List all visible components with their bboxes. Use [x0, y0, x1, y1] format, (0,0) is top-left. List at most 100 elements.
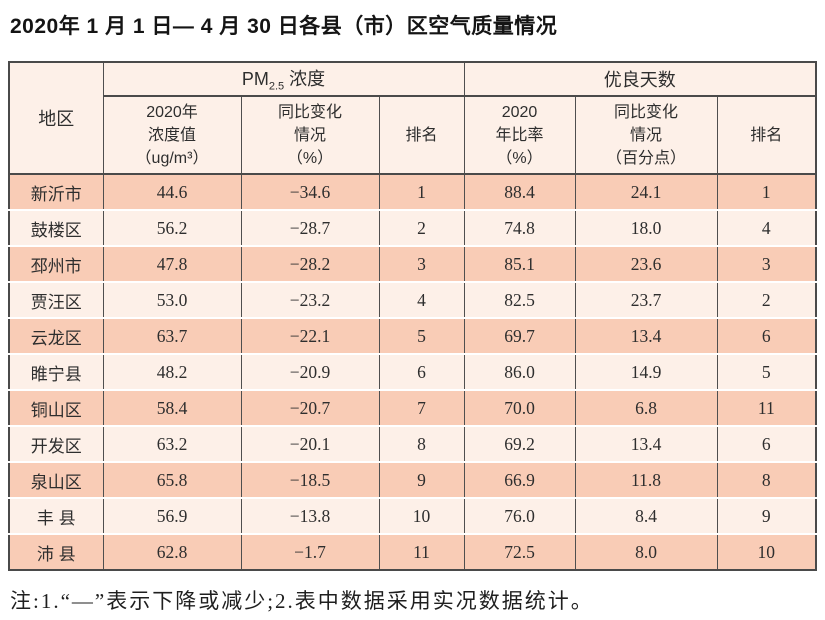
days-rank-cell: 6 [717, 318, 817, 355]
days-ratio-cell: 74.8 [464, 210, 576, 247]
footnote: 注:1.“—”表示下降或减少;2.表中数据采用实况数据统计。 [10, 589, 594, 613]
pm-rank-cell: 11 [379, 534, 465, 570]
page-title: 2020年 1 月 1 日— 4 月 30 日各县（市）区空气质量情况 [10, 15, 558, 38]
pm-change-cell: −13.8 [241, 498, 380, 535]
days-change-cell: 6.8 [575, 390, 718, 427]
table-row: 鼓楼区 56.2 −28.7 2 74.8 18.0 4 [9, 210, 817, 247]
table-row: 邳州市 47.8 −28.2 3 85.1 23.6 3 [9, 246, 817, 283]
pm-change-cell: −34.6 [241, 174, 380, 211]
days-ratio-cell: 82.5 [464, 282, 576, 319]
pm-change-cell: −23.2 [241, 282, 380, 319]
days-change-cell: 8.0 [575, 534, 718, 570]
pm-rank-cell: 9 [379, 462, 465, 499]
header-pm-change: 同比变化 情况 （%） [241, 96, 380, 175]
pm-change-cell: −18.5 [241, 462, 380, 499]
region-cell: 新沂市 [9, 174, 104, 211]
days-rank-cell: 10 [717, 534, 817, 570]
table-row: 开发区 63.2 −20.1 8 69.2 13.4 6 [9, 426, 817, 463]
days-change-cell: 11.8 [575, 462, 718, 499]
pm-value-cell: 58.4 [103, 390, 242, 427]
header-pm-value: 2020年 浓度值 （ug/m³） [103, 96, 242, 175]
pm-value-cell: 63.7 [103, 318, 242, 355]
table-row: 泉山区 65.8 −18.5 9 66.9 11.8 8 [9, 462, 817, 499]
pm-rank-cell: 8 [379, 426, 465, 463]
pm25-subscript: 2.5 [268, 80, 285, 93]
days-change-cell: 18.0 [575, 210, 718, 247]
days-rank-cell: 3 [717, 246, 817, 283]
header-days-ratio: 2020 年比率 （%） [464, 96, 576, 175]
region-cell: 沛 县 [9, 534, 104, 570]
pm-value-cell: 62.8 [103, 534, 242, 570]
days-ratio-cell: 86.0 [464, 354, 576, 391]
days-change-cell: 23.6 [575, 246, 718, 283]
table-row: 贾汪区 53.0 −23.2 4 82.5 23.7 2 [9, 282, 817, 319]
pm-rank-cell: 5 [379, 318, 465, 355]
table-row: 铜山区 58.4 −20.7 7 70.0 6.8 11 [9, 390, 817, 427]
region-cell: 泉山区 [9, 462, 104, 499]
region-cell: 邳州市 [9, 246, 104, 283]
days-rank-cell: 11 [717, 390, 817, 427]
pm-rank-cell: 2 [379, 210, 465, 247]
days-change-cell: 24.1 [575, 174, 718, 211]
table-row: 丰 县 56.9 −13.8 10 76.0 8.4 9 [9, 498, 817, 535]
pm25-prefix: PM [241, 69, 269, 90]
pm-change-cell: −20.1 [241, 426, 380, 463]
pm-value-cell: 63.2 [103, 426, 242, 463]
pm-value-cell: 48.2 [103, 354, 242, 391]
days-change-cell: 13.4 [575, 318, 718, 355]
table-body: 新沂市 44.6 −34.6 1 88.4 24.1 1 鼓楼区 56.2 −2… [9, 174, 817, 570]
air-quality-table: 地区 PM2.5 浓度 优良天数 2020年 浓度值 （ug/m³） 同比变化 … [8, 61, 818, 571]
pm-rank-cell: 4 [379, 282, 465, 319]
days-ratio-cell: 70.0 [464, 390, 576, 427]
pm-change-cell: −20.7 [241, 390, 380, 427]
header-region: 地区 [9, 62, 104, 175]
days-ratio-cell: 69.7 [464, 318, 576, 355]
days-ratio-cell: 69.2 [464, 426, 576, 463]
days-ratio-cell: 88.4 [464, 174, 576, 211]
pm-value-cell: 65.8 [103, 462, 242, 499]
region-cell: 丰 县 [9, 498, 104, 535]
table-row: 沛 县 62.8 −1.7 11 72.5 8.0 10 [9, 534, 817, 570]
days-ratio-cell: 85.1 [464, 246, 576, 283]
days-ratio-cell: 76.0 [464, 498, 576, 535]
days-ratio-cell: 66.9 [464, 462, 576, 499]
header-sub-row: 2020年 浓度值 （ug/m³） 同比变化 情况 （%） 排名 2020 年比… [9, 96, 817, 175]
pm-change-cell: −22.1 [241, 318, 380, 355]
days-ratio-cell: 72.5 [464, 534, 576, 570]
days-rank-cell: 8 [717, 462, 817, 499]
pm-value-cell: 53.0 [103, 282, 242, 319]
days-change-cell: 13.4 [575, 426, 718, 463]
pm-value-cell: 56.2 [103, 210, 242, 247]
region-cell: 鼓楼区 [9, 210, 104, 247]
pm-rank-cell: 6 [379, 354, 465, 391]
region-cell: 开发区 [9, 426, 104, 463]
days-rank-cell: 9 [717, 498, 817, 535]
pm25-suffix: 浓度 [284, 69, 326, 90]
header-group-good-days: 优良天数 [464, 62, 817, 97]
days-change-cell: 8.4 [575, 498, 718, 535]
pm-change-cell: −1.7 [241, 534, 380, 570]
days-change-cell: 14.9 [575, 354, 718, 391]
header-group-row: 地区 PM2.5 浓度 优良天数 [9, 62, 817, 175]
header-group-pm25: PM2.5 浓度 [103, 62, 465, 97]
header-pm-rank: 排名 [379, 96, 465, 175]
table-row: 新沂市 44.6 −34.6 1 88.4 24.1 1 [9, 174, 817, 211]
pm-rank-cell: 7 [379, 390, 465, 427]
days-rank-cell: 6 [717, 426, 817, 463]
pm-change-cell: −28.7 [241, 210, 380, 247]
days-rank-cell: 2 [717, 282, 817, 319]
region-cell: 睢宁县 [9, 354, 104, 391]
pm-change-cell: −28.2 [241, 246, 380, 283]
header-days-rank: 排名 [717, 96, 817, 175]
region-cell: 云龙区 [9, 318, 104, 355]
pm-rank-cell: 1 [379, 174, 465, 211]
days-rank-cell: 5 [717, 354, 817, 391]
table-row: 云龙区 63.7 −22.1 5 69.7 13.4 6 [9, 318, 817, 355]
pm-rank-cell: 3 [379, 246, 465, 283]
pm-value-cell: 47.8 [103, 246, 242, 283]
pm-value-cell: 56.9 [103, 498, 242, 535]
table-row: 睢宁县 48.2 −20.9 6 86.0 14.9 5 [9, 354, 817, 391]
days-rank-cell: 4 [717, 210, 817, 247]
days-change-cell: 23.7 [575, 282, 718, 319]
